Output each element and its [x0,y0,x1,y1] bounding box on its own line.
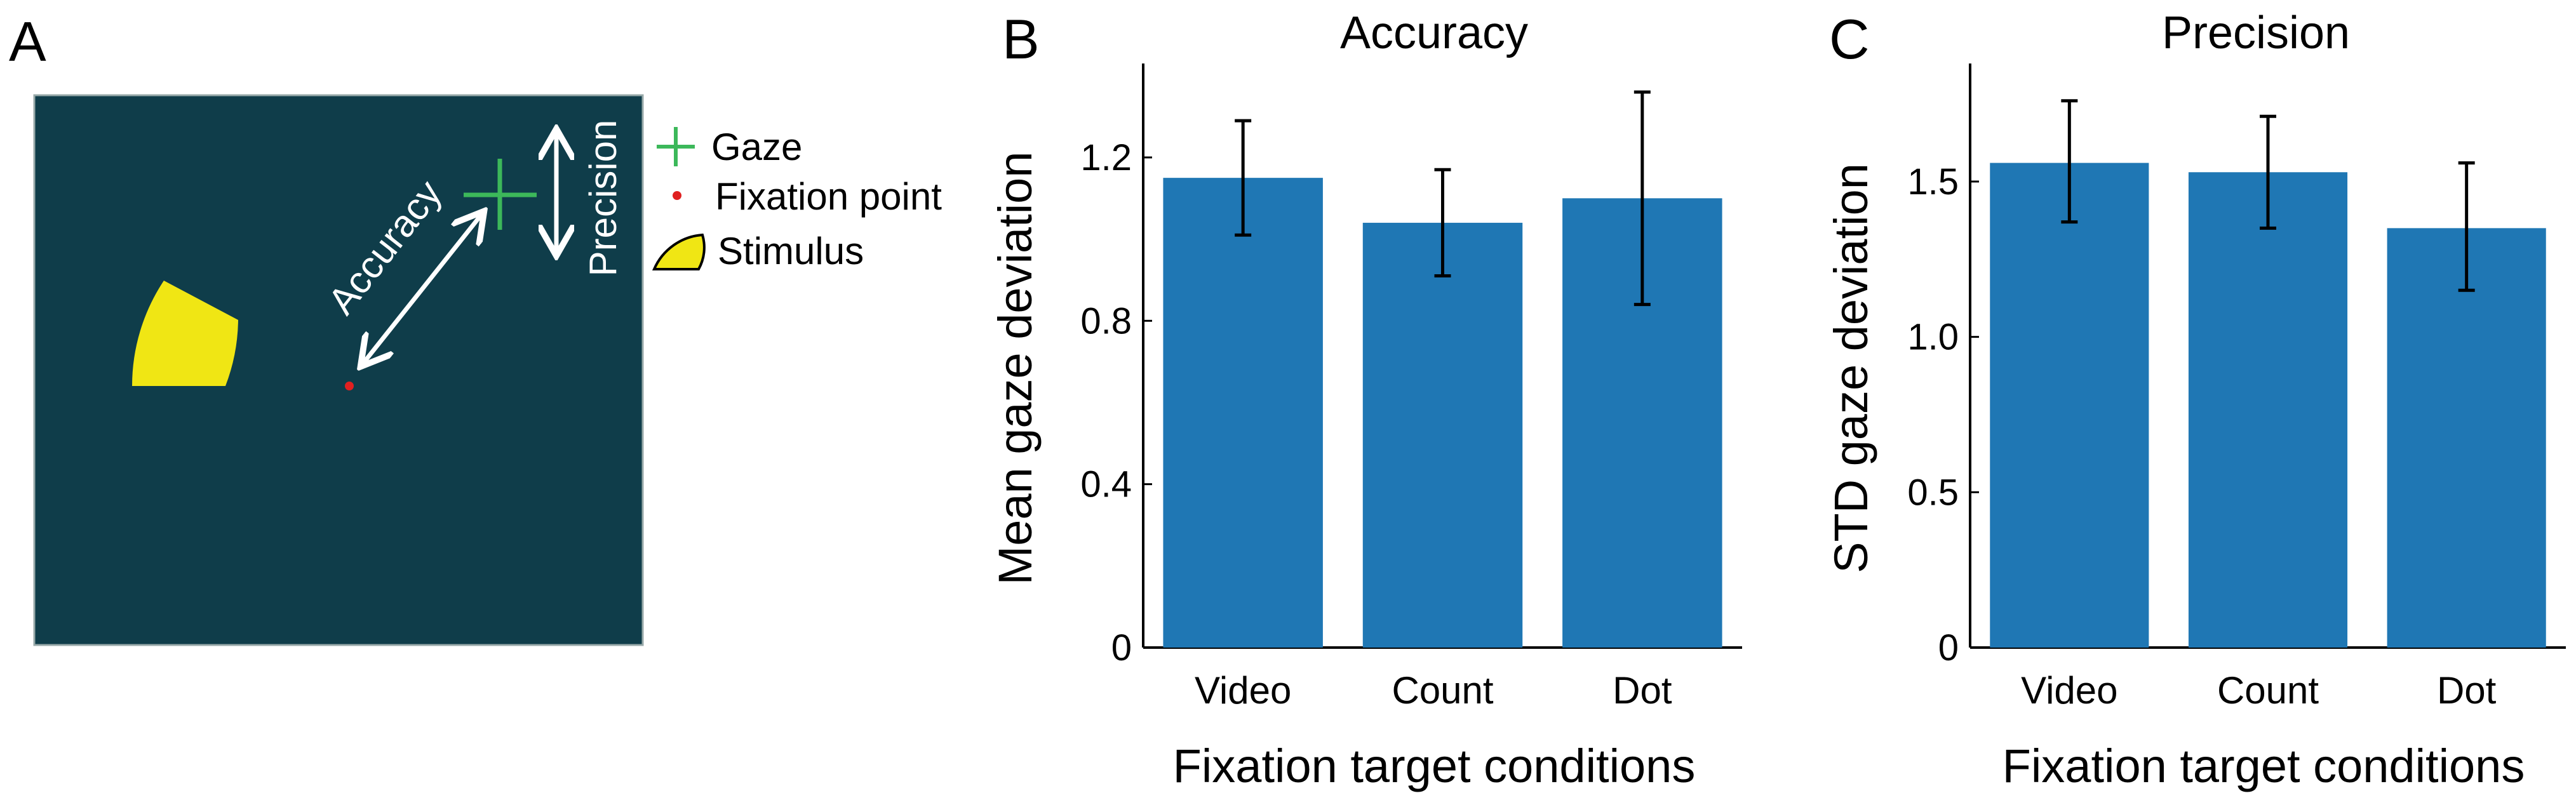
chart-b-xlabel: Fixation target conditions [1173,740,1696,792]
panel-a-schematic: Accuracy Precision [33,94,644,646]
chart-b-title: Accuracy [1340,8,1528,58]
chart-b-bar [1362,222,1523,648]
chart-b-ytick-label: 0.8 [1080,300,1132,342]
panel-label-a: A [9,10,46,73]
panel-label-b: B [1002,8,1040,70]
chart-c-xtick-label: Video [2021,669,2117,712]
chart-b-xtick-label: Video [1195,669,1291,712]
panel-a-legend: Gaze Fixation point Stimulus [652,126,942,272]
gaze-cross [464,159,537,230]
chart-c-ytick-label: 0 [1938,627,1959,669]
panel-label-c: C [1829,8,1870,70]
chart-c-xlabel: Fixation target conditions [2002,740,2525,792]
stimulus-wedge [131,281,238,386]
chart-c-title: Precision [2162,8,2350,58]
chart-c-bar [1990,163,2149,648]
chart-b-xtick-label: Count [1392,669,1493,712]
legend-dot-icon [673,191,681,200]
chart-c-ytick-label: 0.5 [1907,472,1959,513]
chart-c-bar [2387,228,2546,648]
schematic-background [33,94,644,646]
chart-b-ylabel: Mean gaze deviation [989,152,1042,585]
chart-b-xtick-label: Dot [1613,669,1672,712]
chart-b-ytick-label: 0.4 [1080,464,1132,505]
legend-wedge-icon [652,233,706,270]
fixation-point [345,382,354,390]
chart-b-ytick-label: 1.2 [1080,137,1132,178]
precision-label: Precision [582,120,624,277]
chart-c-ytick-label: 1.0 [1907,317,1959,358]
chart-c-ytick-label: 1.5 [1907,161,1959,203]
chart-c: Precision STD gaze deviation Fixation ta… [1825,8,2566,792]
legend-label-gaze: Gaze [711,126,802,168]
legend-label-stimulus: Stimulus [718,230,864,272]
chart-b-ytick-label: 0 [1111,627,1132,669]
chart-b: Accuracy Mean gaze deviation Fixation ta… [989,8,1742,792]
chart-c-xtick-label: Count [2217,669,2319,712]
chart-c-xtick-label: Dot [2437,669,2497,712]
chart-c-ylabel: STD gaze deviation [1825,163,1877,573]
legend-label-fixation-point: Fixation point [715,175,942,218]
chart-b-bar [1163,178,1323,648]
chart-c-bar [2188,172,2348,648]
legend-cross-icon [657,127,695,166]
accuracy-arrow [363,215,481,363]
